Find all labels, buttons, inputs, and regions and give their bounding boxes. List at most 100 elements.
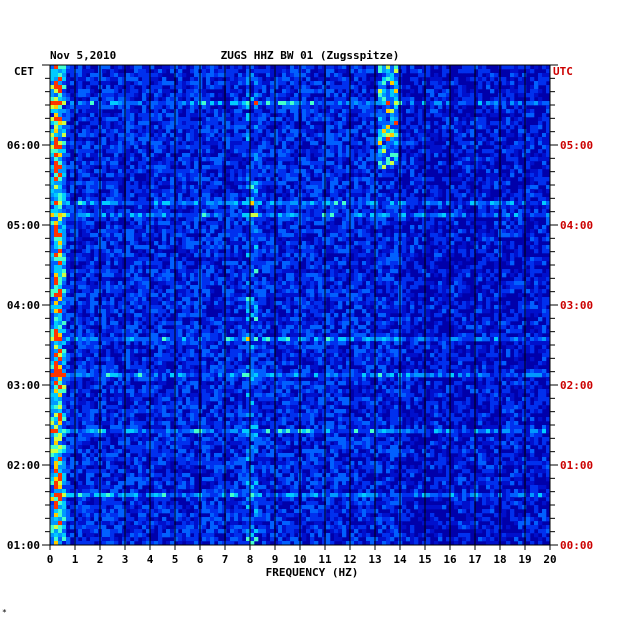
heatmap-cell <box>350 201 355 206</box>
heatmap-cell <box>222 81 227 86</box>
heatmap-cell <box>178 65 183 70</box>
heatmap-cell <box>382 85 387 90</box>
heatmap-cell <box>518 109 523 114</box>
heatmap-cell <box>418 113 423 118</box>
heatmap-cell <box>62 81 67 86</box>
heatmap-cell <box>378 161 383 166</box>
heatmap-cell <box>282 145 287 150</box>
heatmap-cell <box>186 81 191 86</box>
heatmap-cell <box>270 261 275 266</box>
heatmap-cell <box>186 93 191 98</box>
heatmap-cell <box>434 129 439 134</box>
heatmap-cell <box>386 153 391 158</box>
heatmap-cell <box>230 281 235 286</box>
heatmap-cell <box>70 277 75 282</box>
heatmap-cell <box>494 261 499 266</box>
heatmap-cell <box>378 201 383 206</box>
heatmap-cell <box>74 217 79 222</box>
heatmap-cell <box>126 157 131 162</box>
heatmap-cell <box>394 65 399 70</box>
heatmap-cell <box>238 169 243 174</box>
heatmap-cell <box>450 233 455 238</box>
heatmap-cell <box>342 209 347 214</box>
heatmap-cell <box>294 101 299 106</box>
heatmap-cell <box>210 197 215 202</box>
heatmap-cell <box>50 241 55 246</box>
heatmap-cell <box>510 109 515 114</box>
heatmap-cell <box>174 233 179 238</box>
heatmap-cell <box>434 137 439 142</box>
heatmap-cell <box>482 113 487 118</box>
heatmap-cell <box>458 125 463 130</box>
heatmap-cell <box>270 185 275 190</box>
heatmap-cell <box>366 265 371 270</box>
heatmap-cell <box>294 173 299 178</box>
heatmap-cell <box>362 225 367 230</box>
heatmap-cell <box>514 141 519 146</box>
heatmap-cell <box>154 85 159 90</box>
heatmap-cell <box>534 237 539 242</box>
heatmap-cell <box>82 229 87 234</box>
heatmap-cell <box>114 77 119 82</box>
heatmap-cell <box>474 241 479 246</box>
heatmap-cell <box>530 161 535 166</box>
heatmap-cell <box>530 77 535 82</box>
heatmap-cell <box>94 109 99 114</box>
heatmap-cell <box>138 277 143 282</box>
heatmap-cell <box>422 273 427 278</box>
heatmap-cell <box>322 133 327 138</box>
heatmap-cell <box>330 181 335 186</box>
heatmap-cell <box>94 161 99 166</box>
heatmap-cell <box>86 145 91 150</box>
heatmap-cell <box>234 233 239 238</box>
heatmap-cell <box>546 245 551 250</box>
heatmap-cell <box>314 125 319 130</box>
heatmap-cell <box>422 169 427 174</box>
heatmap-cell <box>482 237 487 242</box>
heatmap-cell <box>334 209 339 214</box>
heatmap-cell <box>278 161 283 166</box>
heatmap-cell <box>346 237 351 242</box>
heatmap-cell <box>274 181 279 186</box>
heatmap-cell <box>142 289 147 294</box>
heatmap-cell <box>490 97 495 102</box>
heatmap-cell <box>174 221 179 226</box>
heatmap-cell <box>358 277 363 282</box>
heatmap-cell <box>394 161 399 166</box>
heatmap-cell <box>358 125 363 130</box>
heatmap-cell <box>474 65 479 70</box>
heatmap-cell <box>166 181 171 186</box>
heatmap-cell <box>62 237 67 242</box>
heatmap-cell <box>174 117 179 122</box>
heatmap-cell <box>158 265 163 270</box>
heatmap-cell <box>378 73 383 78</box>
heatmap-cell <box>402 133 407 138</box>
heatmap-cell <box>182 273 187 278</box>
heatmap-cell <box>538 77 543 82</box>
heatmap-cell <box>254 289 259 294</box>
heatmap-cell <box>390 121 395 126</box>
heatmap-cell <box>206 189 211 194</box>
heatmap-cell <box>70 229 75 234</box>
heatmap-cell <box>142 233 147 238</box>
heatmap-cell <box>478 197 483 202</box>
heatmap-cell <box>454 137 459 142</box>
heatmap-cell <box>274 169 279 174</box>
heatmap-cell <box>422 73 427 78</box>
heatmap-cell <box>118 245 123 250</box>
heatmap-cell <box>310 185 315 190</box>
heatmap-cell <box>118 225 123 230</box>
heatmap-cell <box>422 229 427 234</box>
heatmap-cell <box>146 213 151 218</box>
heatmap-cell <box>86 141 91 146</box>
heatmap-cell <box>130 289 135 294</box>
heatmap-cell <box>226 145 231 150</box>
heatmap-cell <box>302 97 307 102</box>
heatmap-cell <box>86 217 91 222</box>
heatmap-cell <box>106 289 111 294</box>
heatmap-cell <box>306 85 311 90</box>
heatmap-cell <box>358 253 363 258</box>
heatmap-cell <box>202 149 207 154</box>
heatmap-cell <box>474 85 479 90</box>
heatmap-cell <box>106 249 111 254</box>
